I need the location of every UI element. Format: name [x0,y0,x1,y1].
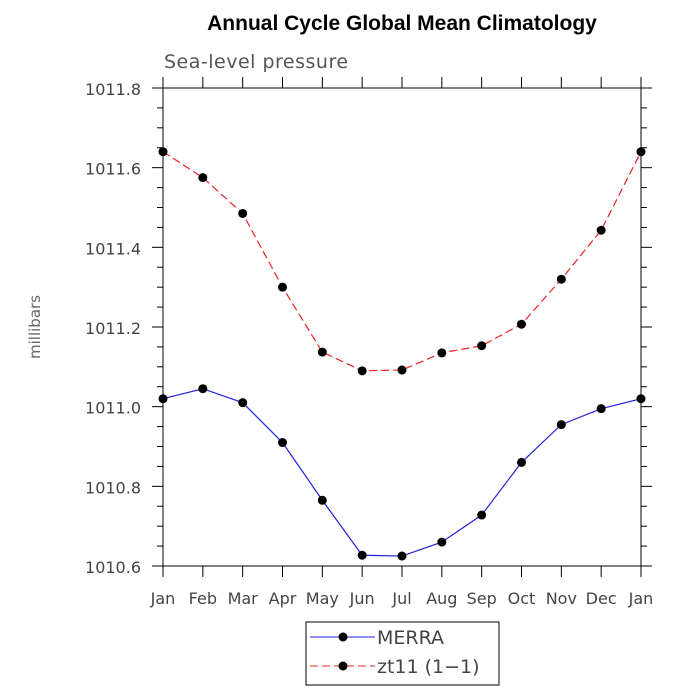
x-tick-label: Mar [228,589,259,608]
x-tick-label: Sep [467,589,497,608]
data-point-zt11 [477,341,487,351]
legend: MERRA zt11 (1−1) [305,621,500,686]
y-tick-label: 1011.0 [85,399,141,418]
data-point-merra [278,438,287,448]
series-line-zt11 [162,151,642,372]
y-tick-label: 1011.6 [85,160,141,179]
y-tick-label: 1010.6 [85,558,141,577]
legend-marker-zt11 [338,661,348,671]
data-point-merra [317,495,327,505]
data-point-zt11 [437,348,447,358]
plot-frame [162,87,642,567]
series-line-merra [162,388,642,557]
x-tick-label: Apr [269,589,297,608]
data-point-zt11 [556,274,566,284]
x-tick-label: Nov [546,589,577,608]
legend-label-merra: MERRA [377,627,444,649]
data-point-zt11 [278,282,287,292]
data-point-merra [636,394,646,404]
x-tick-label: Aug [426,589,457,608]
legend-marker-merra [338,632,348,642]
legend-box [305,621,500,686]
data-point-merra [437,537,447,547]
chart-title: Annual Cycle Global Mean Climatology [207,12,597,35]
data-point-merra [357,550,367,560]
x-tick-label: May [306,589,339,608]
data-point-zt11 [158,147,168,157]
y-tick-label: 1011.8 [85,80,141,99]
data-point-zt11 [517,319,526,329]
data-point-merra [596,404,606,414]
chart-subtitle: Sea-level pressure [164,51,349,73]
x-tick-label: Dec [586,589,617,608]
legend-label-zt11: zt11 (1−1) [377,656,480,678]
x-tick-label: Feb [189,589,217,608]
y-axis-label: millibars [26,295,44,359]
data-point-zt11 [596,225,606,235]
data-point-zt11 [238,208,248,218]
y-tick-label: 1010.8 [85,478,141,497]
data-point-merra [158,394,168,404]
y-tick-label: 1011.4 [85,239,141,258]
data-point-zt11 [317,347,327,357]
data-point-merra [397,551,407,561]
y-tick-label: 1011.2 [85,319,141,338]
data-point-zt11 [636,147,646,157]
data-point-merra [198,384,208,394]
data-point-merra [238,398,248,408]
data-point-zt11 [357,366,367,376]
x-tick-label: Jun [349,589,375,608]
x-tick-label: Jan [150,589,176,608]
x-tick-label: Jul [391,589,411,608]
x-tick-label: Oct [508,589,536,608]
data-point-merra [517,457,526,467]
data-point-zt11 [397,365,407,375]
data-point-merra [477,510,487,520]
data-point-zt11 [198,173,208,183]
data-point-merra [556,420,566,430]
x-tick-label: Jan [628,589,654,608]
